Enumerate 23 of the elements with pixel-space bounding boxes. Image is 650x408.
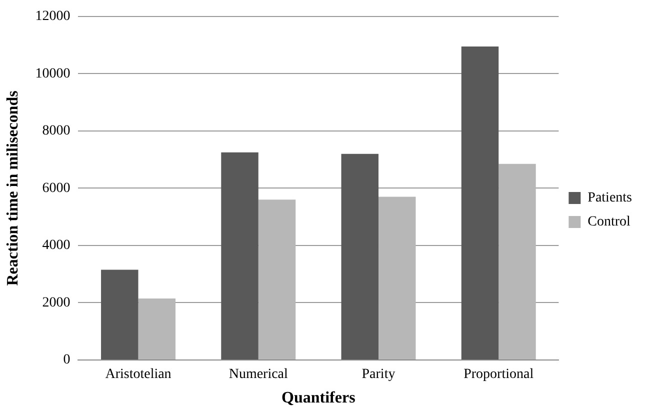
x-tick-label: Aristotelian xyxy=(105,367,172,382)
y-tick-label: 8000 xyxy=(42,124,70,139)
bar xyxy=(341,154,378,360)
bar xyxy=(221,152,258,360)
bar xyxy=(138,298,176,360)
bar xyxy=(258,200,296,360)
x-tick-label: Parity xyxy=(362,367,396,382)
x-tick-label: Proportional xyxy=(464,367,534,382)
legend-label: Control xyxy=(588,214,631,230)
y-tick-label: 12000 xyxy=(35,9,70,24)
bar xyxy=(378,196,416,360)
y-tick-label: 2000 xyxy=(42,295,70,310)
legend-label: Patients xyxy=(588,190,632,206)
bar xyxy=(461,46,499,360)
bar xyxy=(101,270,138,360)
x-axis-title: Quantifers xyxy=(282,390,356,407)
bar xyxy=(498,164,536,360)
y-tick-label: 4000 xyxy=(42,238,70,254)
y-axis-title: Reaction time in miliseconds xyxy=(4,90,22,286)
y-tick-label: 6000 xyxy=(42,180,70,196)
x-tick-label: Numerical xyxy=(228,367,288,382)
y-tick-label: 0 xyxy=(63,352,70,368)
y-tick-label: 10000 xyxy=(35,66,70,82)
